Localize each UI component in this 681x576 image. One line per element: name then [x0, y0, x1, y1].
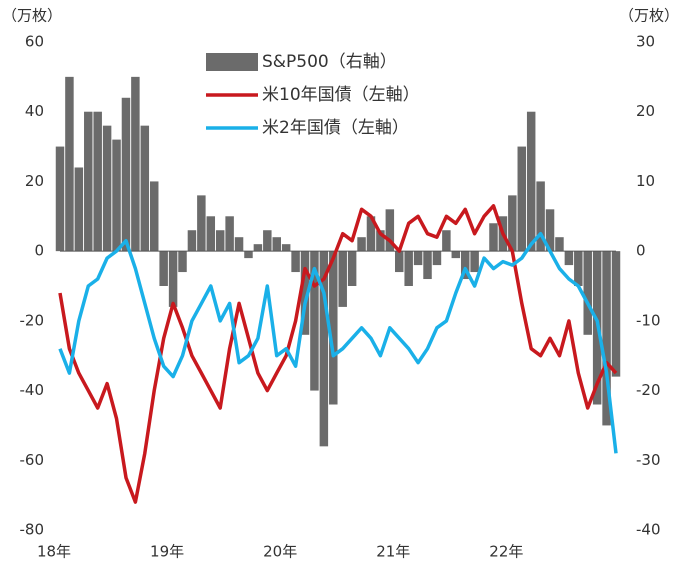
legend-label: 米10年国債（左軸） — [262, 85, 420, 105]
bar — [281, 244, 291, 252]
bar — [395, 251, 404, 273]
bar — [168, 251, 178, 307]
bar — [366, 216, 376, 252]
bar — [602, 251, 611, 426]
bar — [206, 216, 216, 252]
bar — [517, 146, 527, 252]
bar — [555, 237, 564, 252]
bar — [272, 237, 281, 252]
bar — [376, 230, 385, 252]
bar — [102, 125, 112, 252]
y-tick-label: 60 — [25, 33, 44, 51]
bar — [140, 125, 150, 252]
bar — [84, 111, 93, 252]
bar — [178, 251, 187, 273]
bar — [423, 251, 432, 280]
bar — [319, 251, 329, 447]
bar — [460, 251, 470, 280]
bar — [225, 216, 234, 252]
y-tick-label: 20 — [25, 172, 44, 190]
y2-tick-label: 10 — [636, 172, 655, 190]
bar — [413, 251, 423, 266]
bar — [263, 230, 272, 252]
y-tick-label: -60 — [20, 451, 45, 469]
bar — [310, 251, 319, 391]
y2-tick-label: -30 — [636, 451, 661, 469]
bar — [583, 251, 592, 335]
bar — [121, 97, 131, 252]
x-tick-label: 18年 — [37, 543, 71, 561]
y-tick-label: -20 — [20, 311, 45, 329]
bar — [432, 251, 442, 266]
bar — [215, 230, 225, 252]
bar — [329, 251, 338, 405]
bar — [187, 230, 197, 252]
y2-tick-label: 30 — [636, 33, 655, 51]
bar — [545, 209, 555, 252]
y-tick-label: -40 — [20, 381, 45, 399]
y-tick-label: 0 — [34, 242, 44, 260]
bar — [451, 251, 461, 259]
bar — [357, 237, 366, 252]
bar — [300, 251, 310, 335]
y2-tick-label: 20 — [636, 102, 655, 120]
y2-tick-label: -20 — [636, 381, 661, 399]
bar — [508, 195, 517, 252]
legend-swatch — [206, 53, 258, 71]
bar — [55, 146, 65, 252]
line — [58, 231, 618, 454]
x-tick-label: 21年 — [376, 543, 410, 561]
bar — [65, 76, 74, 252]
bar — [197, 195, 206, 252]
bar — [74, 167, 84, 252]
bar — [291, 251, 300, 273]
x-tick-label: 19年 — [150, 543, 184, 561]
bar — [442, 230, 451, 252]
x-tick-label: 20年 — [263, 543, 297, 561]
bar — [131, 76, 140, 252]
bar — [347, 251, 357, 286]
legend-label: S&P500（右軸） — [262, 52, 397, 72]
y-tick-label: 40 — [25, 102, 44, 120]
bar — [526, 111, 536, 252]
y2-axis-title: （万枚） — [619, 7, 679, 25]
bar — [564, 251, 574, 266]
line — [58, 204, 618, 504]
bar — [93, 111, 102, 252]
y-tick-label: -80 — [20, 521, 45, 539]
bar — [338, 251, 347, 307]
bar — [149, 181, 159, 252]
bar — [253, 244, 263, 252]
bar — [244, 251, 253, 259]
y-axis-title: （万枚） — [2, 7, 62, 25]
bar — [470, 251, 479, 273]
bar — [489, 223, 498, 252]
y2-tick-label: -40 — [636, 521, 661, 539]
bar — [611, 251, 621, 377]
y2-tick-label: -10 — [636, 311, 661, 329]
bar — [385, 209, 395, 252]
x-tick-label: 22年 — [489, 543, 523, 561]
bar — [574, 251, 583, 286]
y2-tick-label: 0 — [636, 242, 646, 260]
bar — [404, 251, 413, 286]
legend-label: 米2年国債（左軸） — [262, 118, 409, 138]
bar — [536, 181, 545, 252]
bar — [159, 251, 168, 286]
bar — [234, 237, 244, 252]
bar — [112, 139, 121, 252]
